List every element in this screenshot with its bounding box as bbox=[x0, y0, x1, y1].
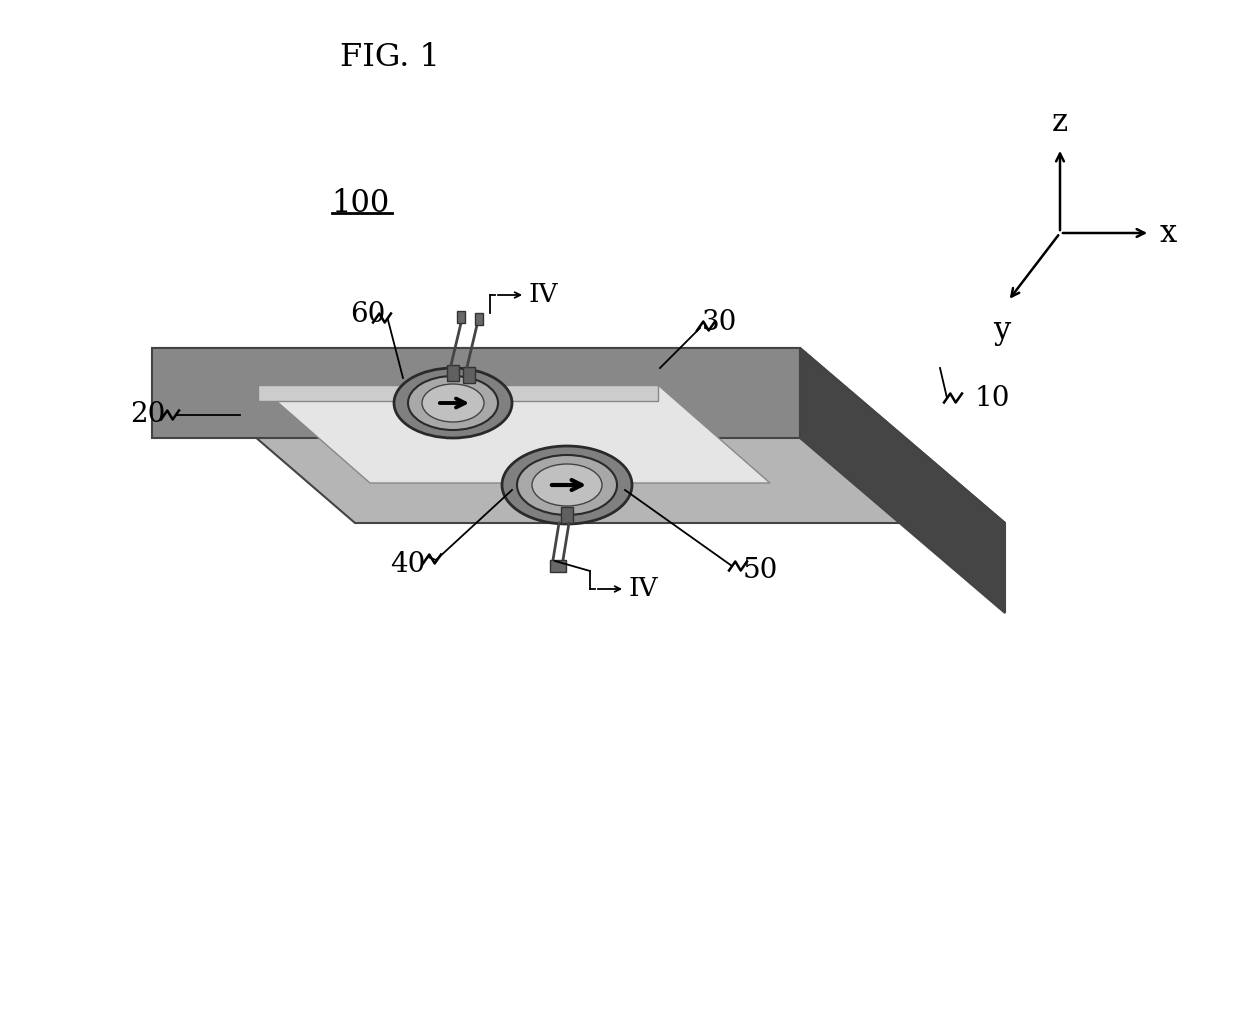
Polygon shape bbox=[475, 313, 484, 325]
Polygon shape bbox=[560, 507, 573, 523]
Polygon shape bbox=[258, 385, 770, 483]
Ellipse shape bbox=[517, 455, 618, 515]
Ellipse shape bbox=[502, 446, 632, 524]
Ellipse shape bbox=[422, 384, 484, 422]
Polygon shape bbox=[258, 385, 658, 401]
Ellipse shape bbox=[532, 464, 601, 506]
Text: 50: 50 bbox=[743, 558, 777, 585]
Text: 10: 10 bbox=[975, 384, 1011, 411]
Text: 100: 100 bbox=[331, 188, 389, 219]
Text: 20: 20 bbox=[130, 402, 166, 429]
Text: z: z bbox=[1052, 107, 1068, 138]
Text: IV: IV bbox=[627, 576, 657, 601]
Ellipse shape bbox=[408, 376, 498, 430]
Text: x: x bbox=[1159, 218, 1177, 249]
Text: IV: IV bbox=[528, 282, 558, 308]
Text: y: y bbox=[993, 315, 1011, 346]
Polygon shape bbox=[153, 348, 1004, 523]
Text: 60: 60 bbox=[351, 302, 386, 328]
Text: 30: 30 bbox=[702, 310, 738, 337]
Ellipse shape bbox=[394, 368, 512, 438]
Polygon shape bbox=[800, 348, 1004, 613]
Polygon shape bbox=[153, 348, 800, 438]
Polygon shape bbox=[551, 560, 565, 572]
Polygon shape bbox=[463, 367, 475, 383]
Polygon shape bbox=[446, 365, 459, 381]
Text: 40: 40 bbox=[391, 552, 425, 578]
Text: FIG. 1: FIG. 1 bbox=[340, 42, 440, 73]
Polygon shape bbox=[458, 311, 465, 323]
